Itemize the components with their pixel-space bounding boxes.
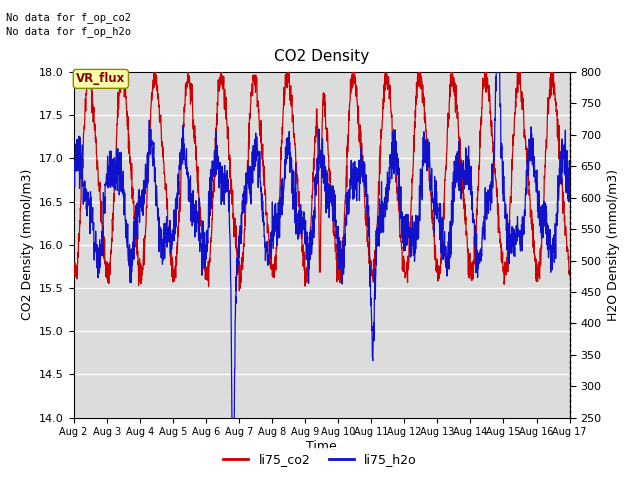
X-axis label: Time: Time <box>306 440 337 453</box>
Y-axis label: CO2 Density (mmol/m3): CO2 Density (mmol/m3) <box>20 169 33 321</box>
Y-axis label: H2O Density (mmol/m3): H2O Density (mmol/m3) <box>607 169 620 321</box>
Text: No data for f_op_co2: No data for f_op_co2 <box>6 12 131 23</box>
Title: CO2 Density: CO2 Density <box>274 49 369 64</box>
Text: VR_flux: VR_flux <box>76 72 125 85</box>
Legend: li75_co2, li75_h2o: li75_co2, li75_h2o <box>218 448 422 471</box>
Text: No data for f_op_h2o: No data for f_op_h2o <box>6 26 131 37</box>
